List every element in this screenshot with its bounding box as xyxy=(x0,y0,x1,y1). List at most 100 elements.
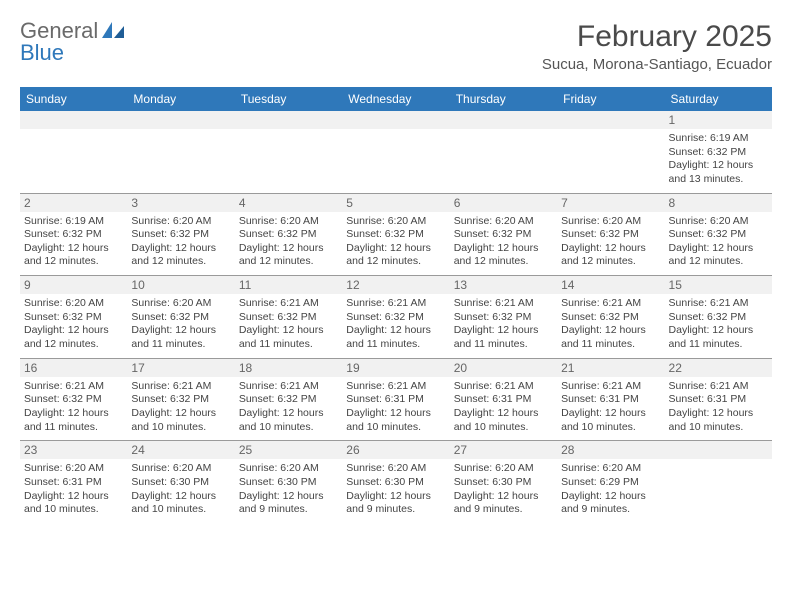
day-info: Sunrise: 6:20 AMSunset: 6:30 PMDaylight:… xyxy=(239,462,338,517)
daylight-text-line2: and 11 minutes. xyxy=(669,338,768,352)
day-number: 28 xyxy=(557,441,664,459)
weekday-header: Friday xyxy=(557,87,664,111)
sunrise-text: Sunrise: 6:21 AM xyxy=(669,297,768,311)
sunrise-text: Sunrise: 6:21 AM xyxy=(346,297,445,311)
calendar-day-cell: 18Sunrise: 6:21 AMSunset: 6:32 PMDayligh… xyxy=(235,358,342,441)
day-number xyxy=(235,111,342,129)
day-number: 21 xyxy=(557,359,664,377)
title-block: February 2025 Sucua, Morona-Santiago, Ec… xyxy=(542,20,772,73)
sunset-text: Sunset: 6:32 PM xyxy=(669,311,768,325)
day-number xyxy=(20,111,127,129)
daylight-text-line2: and 12 minutes. xyxy=(561,255,660,269)
daylight-text-line2: and 10 minutes. xyxy=(239,421,338,435)
calendar-day-cell: 26 Sunrise: 6:20 AMSunset: 6:30 PMDayligh… xyxy=(342,441,449,523)
day-number: 9 xyxy=(20,276,127,294)
day-info: Sunrise: 6:20 AMSunset: 6:32 PMDaylight:… xyxy=(131,297,230,352)
brand-logo: General Blue xyxy=(20,20,124,64)
page-title: February 2025 xyxy=(542,20,772,54)
calendar-day-cell: 10Sunrise: 6:20 AMSunset: 6:32 PMDayligh… xyxy=(127,276,234,359)
daylight-text-line2: and 9 minutes. xyxy=(346,503,445,517)
sunrise-text: Sunrise: 6:20 AM xyxy=(561,462,660,476)
sunset-text: Sunset: 6:32 PM xyxy=(454,228,553,242)
daylight-text-line1: Daylight: 12 hours xyxy=(239,490,338,504)
calendar-day-cell: 19Sunrise: 6:21 AMSunset: 6:31 PMDayligh… xyxy=(342,358,449,441)
sunset-text: Sunset: 6:32 PM xyxy=(346,228,445,242)
sunset-text: Sunset: 6:32 PM xyxy=(131,393,230,407)
calendar-day-cell xyxy=(20,111,127,193)
calendar-week-row: 1Sunrise: 6:19 AMSunset: 6:32 PMDaylight… xyxy=(20,111,772,193)
daylight-text-line2: and 10 minutes. xyxy=(669,421,768,435)
calendar-day-cell: 25Sunrise: 6:20 AMSunset: 6:30 PMDayligh… xyxy=(235,441,342,523)
day-number: 2 xyxy=(20,194,127,212)
daylight-text-line2: and 12 minutes. xyxy=(239,255,338,269)
daylight-text-line1: Daylight: 12 hours xyxy=(24,242,123,256)
daylight-text-line1: Daylight: 12 hours xyxy=(24,490,123,504)
daylight-text-line1: Daylight: 12 hours xyxy=(561,324,660,338)
day-info: Sunrise: 6:20 AMSunset: 6:32 PMDaylight:… xyxy=(239,215,338,270)
sunrise-text: Sunrise: 6:21 AM xyxy=(669,380,768,394)
sunrise-text: Sunrise: 6:20 AM xyxy=(454,462,553,476)
daylight-text-line1: Daylight: 12 hours xyxy=(346,407,445,421)
header: General Blue February 2025 Sucua, Morona… xyxy=(20,20,772,73)
day-info: Sunrise: 6:21 AMSunset: 6:32 PMDaylight:… xyxy=(24,380,123,435)
sunset-text: Sunset: 6:31 PM xyxy=(454,393,553,407)
calendar-day-cell: 9 Sunrise: 6:20 AMSunset: 6:32 PMDaylight… xyxy=(20,276,127,359)
day-number: 8 xyxy=(665,194,772,212)
sunrise-text: Sunrise: 6:20 AM xyxy=(239,462,338,476)
daylight-text-line2: and 11 minutes. xyxy=(239,338,338,352)
sunset-text: Sunset: 6:32 PM xyxy=(346,311,445,325)
brand-part1: General xyxy=(20,20,98,42)
sunrise-text: Sunrise: 6:21 AM xyxy=(346,380,445,394)
day-number: 7 xyxy=(557,194,664,212)
day-info: Sunrise: 6:20 AMSunset: 6:30 PMDaylight:… xyxy=(454,462,553,517)
sunrise-text: Sunrise: 6:21 AM xyxy=(239,380,338,394)
sunrise-text: Sunrise: 6:20 AM xyxy=(131,462,230,476)
day-number: 16 xyxy=(20,359,127,377)
day-number: 12 xyxy=(342,276,449,294)
calendar-day-cell xyxy=(665,441,772,523)
daylight-text-line2: and 10 minutes. xyxy=(131,421,230,435)
day-info: Sunrise: 6:21 AMSunset: 6:32 PMDaylight:… xyxy=(454,297,553,352)
calendar-day-cell xyxy=(342,111,449,193)
day-number: 26 xyxy=(342,441,449,459)
day-number xyxy=(450,111,557,129)
day-number: 17 xyxy=(127,359,234,377)
calendar-day-cell xyxy=(127,111,234,193)
weekday-header: Wednesday xyxy=(342,87,449,111)
day-info: Sunrise: 6:21 AMSunset: 6:32 PMDaylight:… xyxy=(669,297,768,352)
day-number xyxy=(127,111,234,129)
day-info: Sunrise: 6:21 AMSunset: 6:32 PMDaylight:… xyxy=(239,297,338,352)
sunset-text: Sunset: 6:32 PM xyxy=(24,311,123,325)
daylight-text-line1: Daylight: 12 hours xyxy=(669,407,768,421)
calendar-week-row: 16Sunrise: 6:21 AMSunset: 6:32 PMDayligh… xyxy=(20,358,772,441)
daylight-text-line1: Daylight: 12 hours xyxy=(239,242,338,256)
daylight-text-line1: Daylight: 12 hours xyxy=(561,407,660,421)
weekday-header: Monday xyxy=(127,87,234,111)
day-number xyxy=(557,111,664,129)
weekday-header-row: Sunday Monday Tuesday Wednesday Thursday… xyxy=(20,87,772,111)
daylight-text-line2: and 10 minutes. xyxy=(131,503,230,517)
day-info: Sunrise: 6:20 AMSunset: 6:32 PMDaylight:… xyxy=(454,215,553,270)
day-info: Sunrise: 6:20 AMSunset: 6:30 PMDaylight:… xyxy=(346,462,445,517)
sunrise-text: Sunrise: 6:20 AM xyxy=(561,215,660,229)
sunset-text: Sunset: 6:32 PM xyxy=(239,393,338,407)
sunrise-text: Sunrise: 6:19 AM xyxy=(669,132,768,146)
sunrise-text: Sunrise: 6:20 AM xyxy=(454,215,553,229)
calendar-day-cell: 7Sunrise: 6:20 AMSunset: 6:32 PMDaylight… xyxy=(557,193,664,276)
sunrise-text: Sunrise: 6:20 AM xyxy=(346,215,445,229)
sunset-text: Sunset: 6:32 PM xyxy=(561,311,660,325)
day-info: Sunrise: 6:20 AMSunset: 6:32 PMDaylight:… xyxy=(24,297,123,352)
sunset-text: Sunset: 6:32 PM xyxy=(669,146,768,160)
calendar-day-cell: 20Sunrise: 6:21 AMSunset: 6:31 PMDayligh… xyxy=(450,358,557,441)
calendar-day-cell: 3Sunrise: 6:20 AMSunset: 6:32 PMDaylight… xyxy=(127,193,234,276)
sunrise-text: Sunrise: 6:21 AM xyxy=(454,380,553,394)
calendar-table: Sunday Monday Tuesday Wednesday Thursday… xyxy=(20,87,772,523)
calendar-day-cell: 24Sunrise: 6:20 AMSunset: 6:30 PMDayligh… xyxy=(127,441,234,523)
weekday-header: Tuesday xyxy=(235,87,342,111)
calendar-day-cell: 21Sunrise: 6:21 AMSunset: 6:31 PMDayligh… xyxy=(557,358,664,441)
day-info: Sunrise: 6:21 AMSunset: 6:32 PMDaylight:… xyxy=(131,380,230,435)
daylight-text-line1: Daylight: 12 hours xyxy=(346,242,445,256)
day-info: Sunrise: 6:20 AMSunset: 6:31 PMDaylight:… xyxy=(24,462,123,517)
sunrise-text: Sunrise: 6:20 AM xyxy=(346,462,445,476)
sunset-text: Sunset: 6:32 PM xyxy=(131,228,230,242)
